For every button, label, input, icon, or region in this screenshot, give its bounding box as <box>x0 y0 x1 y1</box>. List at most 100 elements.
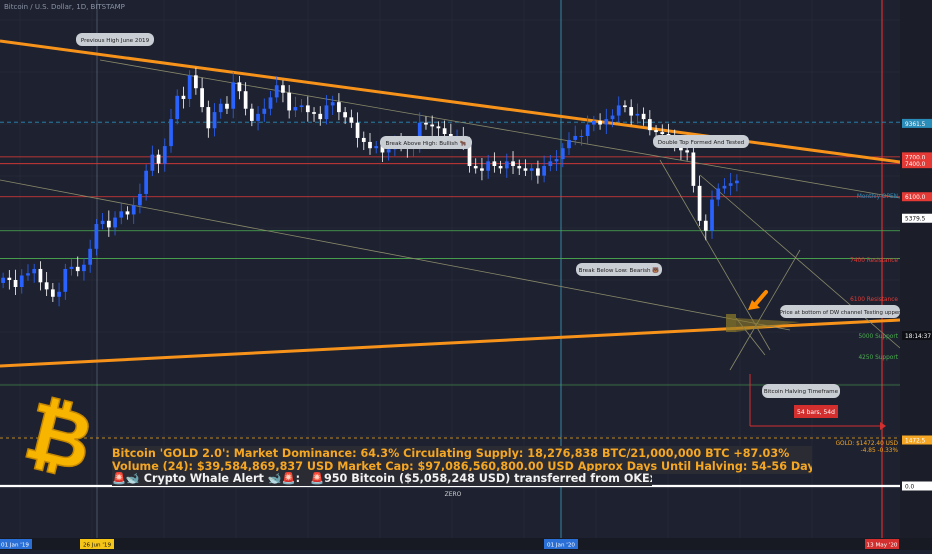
ticker-line-2-text: Volume (24): $39,584,869,837 USD Market … <box>112 460 812 473</box>
candle-body <box>274 85 279 98</box>
candle-body <box>548 161 553 166</box>
candle-body <box>63 268 68 292</box>
candle-body <box>424 122 428 125</box>
candle-body <box>1 277 5 283</box>
candle-body <box>138 193 142 206</box>
candle-body <box>436 126 441 129</box>
price-tag-text: 7700.0 <box>905 155 926 161</box>
candle-body <box>305 105 310 113</box>
annotation-break-above-text: Break Above High: Bullish 🐂 <box>386 140 467 147</box>
price-tag <box>902 213 932 223</box>
annotation-break-above: Break Above High: Bullish 🐂 <box>380 136 472 149</box>
candle-body <box>82 264 86 272</box>
candle-body <box>368 141 372 149</box>
candle-body <box>231 82 236 109</box>
whale-alert-label: 🚨🐋 Crypto Whale Alert 🐋🚨: <box>112 472 301 485</box>
candle-body <box>641 113 646 120</box>
time-tick-label: 01 Jan '20 <box>547 543 575 549</box>
candle-body <box>635 113 640 116</box>
horizontal-levels <box>0 121 900 259</box>
candle-body <box>679 146 683 151</box>
candle-body <box>187 75 192 99</box>
annotation-halving-timeframe-text: Bitcoin Halving Timeframe <box>764 389 839 395</box>
candle-body <box>7 277 12 281</box>
candle-body <box>380 146 385 153</box>
candle-body <box>19 275 24 287</box>
candle-body <box>355 122 360 138</box>
candle-body <box>654 130 658 133</box>
candle-body <box>125 211 130 215</box>
candle-body <box>69 266 74 269</box>
candle-body <box>492 161 497 166</box>
candle-body <box>88 248 93 265</box>
candle-body <box>144 170 148 194</box>
candle-body <box>349 117 354 123</box>
time-tick-label: 26 Jun '19 <box>83 543 112 549</box>
candle-body <box>728 183 733 186</box>
candle-body <box>473 165 478 169</box>
candle-body <box>131 205 136 215</box>
candle-body <box>703 220 708 231</box>
countdown-timer-text: 18:14:37 <box>905 334 931 340</box>
price-tag-text: 0.0 <box>905 485 915 491</box>
price-tag-text: 1472.5 <box>905 439 926 445</box>
candle-body <box>212 112 217 129</box>
price-box <box>726 314 736 332</box>
candle-body <box>181 95 186 99</box>
orange-arrow-icon <box>752 290 768 308</box>
price-tag-text: 7400.0 <box>905 162 926 168</box>
candle-body <box>585 124 590 136</box>
price-tag-text: 9361.5 <box>905 122 926 128</box>
halving-countdown-text: 54 bars, 54d <box>797 409 835 416</box>
candle-body <box>13 280 18 287</box>
candle-body <box>560 148 565 160</box>
annotation-previous-high: Previous High June 2019 <box>76 33 154 46</box>
candle-body <box>623 105 627 108</box>
candle-body <box>337 102 341 113</box>
resistance-6100-label: 6100 Resistance <box>850 297 898 303</box>
candle-body <box>343 112 347 118</box>
annotation-double-top-text: Double Top Formed And Tested <box>658 140 745 146</box>
price-tag <box>902 159 932 169</box>
candle-body <box>218 103 223 113</box>
price-tag-text: 5379.5 <box>905 217 926 223</box>
candle-body <box>100 220 105 225</box>
candle-body <box>38 268 43 283</box>
candle-body <box>498 165 503 169</box>
candle-body <box>697 185 702 221</box>
time-tick-badge <box>0 539 32 549</box>
price-tag <box>902 118 932 128</box>
halving-arrow-icon <box>880 422 886 430</box>
candle-body <box>32 268 37 274</box>
candle-body <box>361 137 366 142</box>
candle-body <box>374 146 379 149</box>
candle-body <box>467 141 472 166</box>
candle-body <box>293 107 298 111</box>
candle-body <box>44 282 49 290</box>
candle-body <box>735 180 739 184</box>
annotation-double-top: Double Top Formed And Tested <box>653 135 749 148</box>
candle-body <box>666 134 671 136</box>
candle-body <box>106 220 111 228</box>
candle-body <box>523 168 528 171</box>
price-tag-text: 6100.0 <box>905 195 926 201</box>
candle-body <box>268 97 273 109</box>
annotation-break-below: Break Below Low: Bearish 🐻 <box>576 263 662 276</box>
candle-body <box>592 120 596 125</box>
halving-countdown-badge: 54 bars, 54d <box>794 405 838 418</box>
candle-body <box>579 135 584 137</box>
candle-body <box>169 119 173 147</box>
candle-body <box>225 103 229 109</box>
candle-body <box>529 168 534 171</box>
candle-body <box>162 146 167 164</box>
candle-body <box>312 112 316 114</box>
candle-body <box>194 75 198 89</box>
candle-body <box>660 132 665 135</box>
candle-body <box>299 105 304 108</box>
candle-body <box>604 119 609 125</box>
wedge-line <box>699 174 900 349</box>
candle-body <box>616 105 621 116</box>
candle-body <box>536 168 540 176</box>
candle-body <box>417 122 422 147</box>
